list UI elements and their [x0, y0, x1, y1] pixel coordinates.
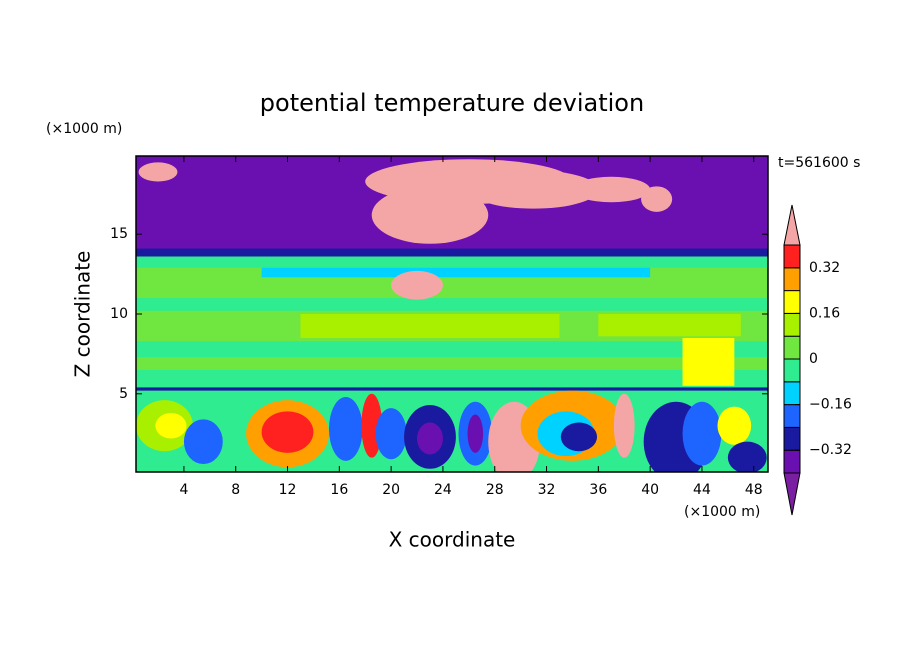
contour-region: [391, 270, 443, 300]
colorbar-tick-label: −0.16: [809, 397, 852, 413]
colorbar-segment: [783, 358, 801, 383]
y-unit: (×1000 m): [46, 121, 122, 137]
contour-field: [136, 156, 768, 472]
y-tick-label: 10: [110, 306, 128, 322]
colorbar-segment: [783, 449, 801, 474]
contour-region: [641, 186, 673, 212]
x-tick-label: 12: [279, 482, 297, 498]
x-tick-label: 4: [179, 482, 188, 498]
contour-region: [572, 176, 651, 203]
contour-region: [727, 441, 767, 472]
x-unit: (×1000 m): [684, 504, 760, 520]
contour-region: [261, 267, 651, 278]
contour-region: [613, 393, 635, 458]
contour-region: [136, 248, 768, 257]
colorbar-segment: [783, 267, 801, 292]
annotation: t=561600 s: [778, 155, 860, 171]
contour-region: [417, 422, 443, 455]
x-tick-label: 20: [382, 482, 400, 498]
colorbar-segment: [783, 335, 801, 360]
contour-region: [300, 314, 560, 338]
colorbar-tick-label: 0.16: [809, 305, 840, 321]
x-tick-label: 24: [434, 482, 452, 498]
colorbar-segment: [783, 426, 801, 451]
contour-region: [138, 162, 178, 182]
colorbar-segment: [783, 404, 801, 428]
x-tick-label: 36: [589, 482, 607, 498]
contour-region: [136, 256, 768, 268]
x-tick-label: 32: [538, 482, 556, 498]
contour-region: [598, 314, 741, 337]
x-tick-label: 28: [486, 482, 504, 498]
contour-region: [468, 170, 599, 209]
contour-region: [136, 387, 768, 391]
colorbar-tick-label: −0.32: [809, 442, 852, 458]
contour-region: [682, 337, 735, 386]
contour-region: [328, 396, 363, 461]
contour-region: [136, 369, 768, 390]
colorbar-tick-label: 0.32: [809, 260, 840, 276]
contour-region: [560, 422, 598, 452]
colorbar-segment: [783, 381, 801, 406]
colorbar-over: [783, 204, 801, 246]
x-tick-label: 8: [231, 482, 240, 498]
x-tick-label: 48: [745, 482, 763, 498]
contour-region: [261, 411, 314, 453]
y-tick-label: 5: [119, 386, 128, 402]
contour-region: [136, 341, 768, 358]
contour-region: [717, 406, 752, 445]
x-tick-label: 44: [693, 482, 711, 498]
contour-region: [136, 298, 768, 311]
colorbar-tick-label: 0: [809, 351, 818, 367]
contour-region: [183, 419, 223, 465]
colorbar-segment: [783, 244, 801, 269]
chart-title: potential temperature deviation: [260, 89, 644, 117]
colorbar-under: [783, 472, 801, 516]
contour-region: [467, 414, 484, 453]
y-axis-label: Z coordinate: [71, 251, 95, 378]
x-tick-label: 16: [330, 482, 348, 498]
y-tick-label: 15: [110, 226, 128, 242]
x-tick-label: 40: [641, 482, 659, 498]
colorbar-segment: [783, 290, 801, 314]
contour-region: [375, 408, 407, 460]
x-axis-label: X coordinate: [389, 528, 516, 552]
colorbar-segment: [783, 312, 801, 337]
contour-region: [155, 412, 187, 439]
contour-region: [682, 401, 722, 466]
